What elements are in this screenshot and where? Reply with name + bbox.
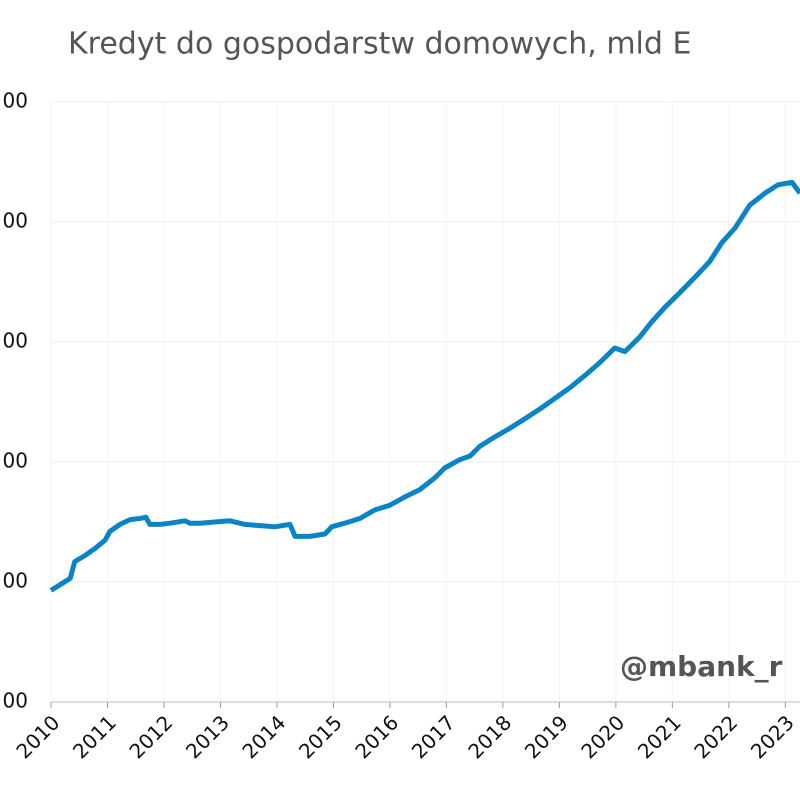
y-tick-label: 00: [3, 569, 28, 593]
x-tick-label: 2021: [633, 710, 686, 763]
x-tick-label: 2018: [463, 710, 516, 763]
y-tick-label: 00: [3, 689, 28, 713]
x-tick-label: 2012: [124, 710, 177, 763]
x-tick-label: 2011: [68, 710, 121, 763]
x-tick-label: 2016: [350, 710, 403, 763]
x-tick-label: 2013: [181, 710, 234, 763]
x-tick-label: 2020: [576, 710, 629, 763]
x-tick-label: 2015: [294, 710, 347, 763]
watermark: @mbank_r: [620, 650, 783, 683]
x-tick-label: 2010: [11, 710, 64, 763]
x-tick-label: 2023: [746, 710, 799, 763]
y-tick-label: 00: [3, 449, 28, 473]
x-tick-label: 2014: [237, 710, 290, 763]
y-tick-label: 00: [3, 209, 28, 233]
y-tick-label: 00: [3, 329, 28, 353]
x-tick-label: 2019: [520, 710, 573, 763]
y-tick-label: 00: [3, 89, 28, 113]
chart-title: Kredyt do gospodarstw domowych, mld E: [68, 27, 691, 62]
x-tick-label: 2022: [689, 710, 742, 763]
data-line: [49, 179, 800, 593]
x-tick-label: 2017: [407, 710, 460, 763]
